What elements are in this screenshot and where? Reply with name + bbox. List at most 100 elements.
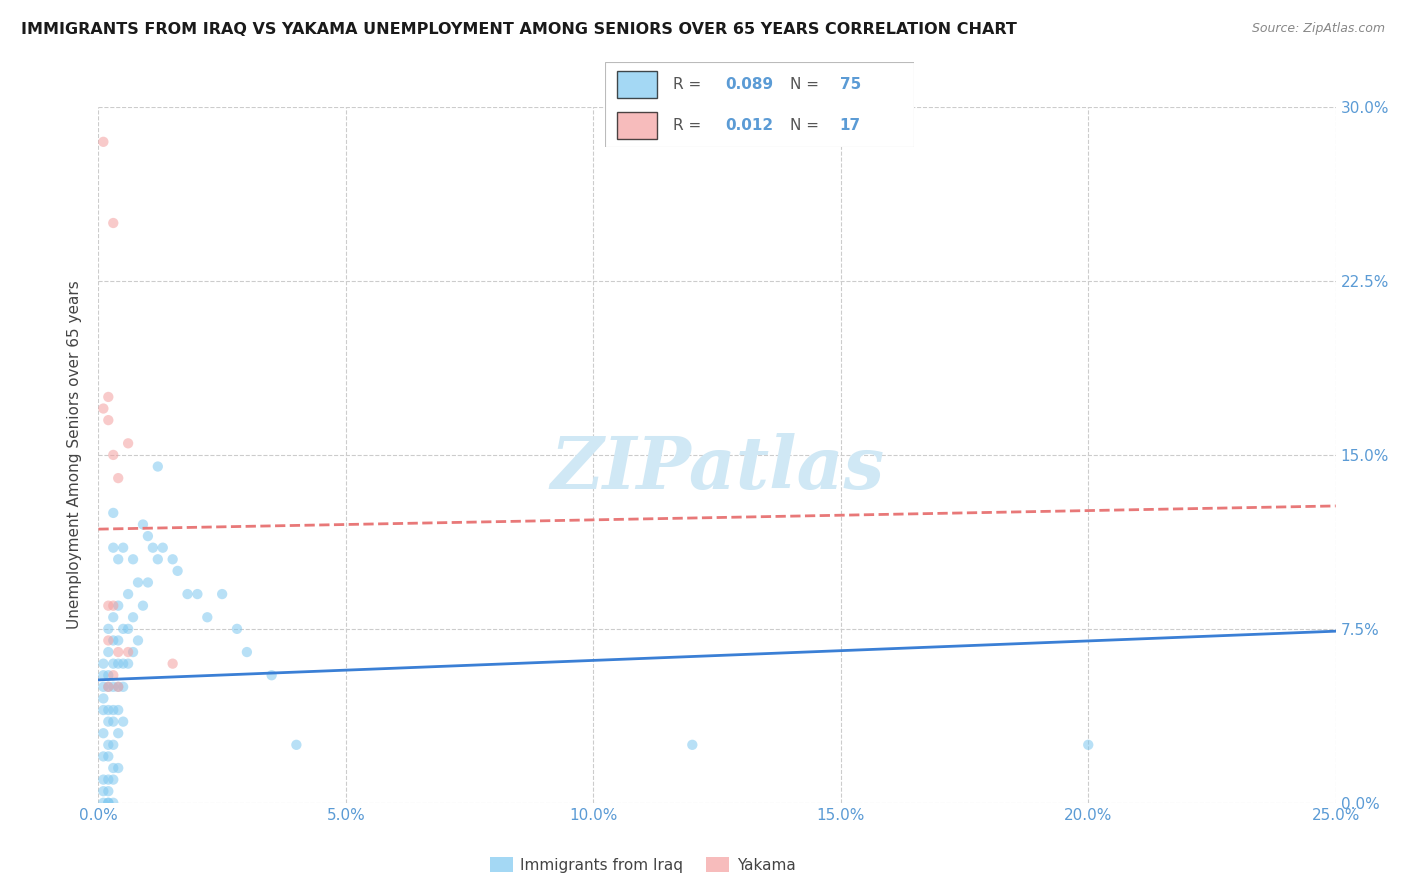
Point [112, 657, 135, 671]
Point [136, 529, 159, 543]
Point [285, 738, 308, 752]
Point [236, 645, 259, 659]
Point [93, 657, 115, 671]
Legend: Immigrants from Iraq, Yakama: Immigrants from Iraq, Yakama [484, 850, 801, 879]
Point [93, 135, 115, 149]
Point [226, 622, 249, 636]
Point [195, 610, 218, 624]
Text: R =: R = [672, 77, 706, 92]
FancyBboxPatch shape [617, 112, 657, 139]
Point [93, 726, 115, 740]
Text: 0.089: 0.089 [725, 77, 773, 92]
Point [117, 657, 139, 671]
Point [97, 413, 120, 427]
Point [93, 703, 115, 717]
Point [103, 772, 125, 787]
Point [107, 761, 129, 775]
Point [97, 680, 120, 694]
Point [97, 622, 120, 636]
Point [103, 448, 125, 462]
Point [97, 796, 120, 810]
Point [146, 552, 169, 566]
Point [97, 390, 120, 404]
Point [97, 714, 120, 729]
Point [93, 401, 115, 416]
Text: 17: 17 [839, 118, 860, 133]
Point [93, 772, 115, 787]
Point [93, 680, 115, 694]
Text: 0.012: 0.012 [725, 118, 773, 133]
Text: 75: 75 [839, 77, 860, 92]
Point [103, 714, 125, 729]
Point [103, 703, 125, 717]
Point [112, 680, 135, 694]
Point [127, 633, 149, 648]
Point [132, 599, 155, 613]
Point [107, 680, 129, 694]
Point [107, 726, 129, 740]
Point [97, 784, 120, 798]
Point [107, 599, 129, 613]
Point [162, 657, 184, 671]
Point [107, 471, 129, 485]
Point [103, 633, 125, 648]
Point [211, 587, 233, 601]
Point [112, 541, 135, 555]
Text: N =: N = [790, 118, 824, 133]
Point [681, 738, 703, 752]
Point [103, 796, 125, 810]
Point [93, 784, 115, 798]
Point [103, 610, 125, 624]
Point [152, 541, 174, 555]
Text: N =: N = [790, 77, 824, 92]
Point [107, 703, 129, 717]
Point [97, 645, 120, 659]
Point [122, 552, 145, 566]
Point [97, 749, 120, 764]
Point [103, 216, 125, 230]
Point [93, 668, 115, 682]
Point [103, 738, 125, 752]
Point [103, 668, 125, 682]
Point [1077, 738, 1099, 752]
Point [162, 552, 184, 566]
Point [103, 599, 125, 613]
Point [166, 564, 188, 578]
Point [93, 691, 115, 706]
Point [117, 587, 139, 601]
Point [97, 796, 120, 810]
Point [127, 575, 149, 590]
Y-axis label: Unemployment Among Seniors over 65 years: Unemployment Among Seniors over 65 years [67, 281, 83, 629]
Point [93, 749, 115, 764]
Point [112, 714, 135, 729]
FancyBboxPatch shape [617, 71, 657, 98]
Point [186, 587, 208, 601]
FancyBboxPatch shape [605, 62, 914, 147]
Point [117, 622, 139, 636]
Point [103, 761, 125, 775]
Text: IMMIGRANTS FROM IRAQ VS YAKAMA UNEMPLOYMENT AMONG SENIORS OVER 65 YEARS CORRELAT: IMMIGRANTS FROM IRAQ VS YAKAMA UNEMPLOYM… [21, 22, 1017, 37]
Point [103, 541, 125, 555]
Point [107, 680, 129, 694]
Point [97, 738, 120, 752]
Point [103, 680, 125, 694]
Point [122, 645, 145, 659]
Point [97, 680, 120, 694]
Point [117, 436, 139, 450]
Point [176, 587, 198, 601]
Point [107, 633, 129, 648]
Point [112, 622, 135, 636]
Point [142, 541, 165, 555]
Point [136, 575, 159, 590]
Point [260, 668, 283, 682]
Point [107, 657, 129, 671]
Point [93, 796, 115, 810]
Point [103, 657, 125, 671]
Point [132, 517, 155, 532]
Point [97, 772, 120, 787]
Point [97, 703, 120, 717]
Point [97, 668, 120, 682]
Point [97, 599, 120, 613]
Point [146, 459, 169, 474]
Text: Source: ZipAtlas.com: Source: ZipAtlas.com [1251, 22, 1385, 36]
